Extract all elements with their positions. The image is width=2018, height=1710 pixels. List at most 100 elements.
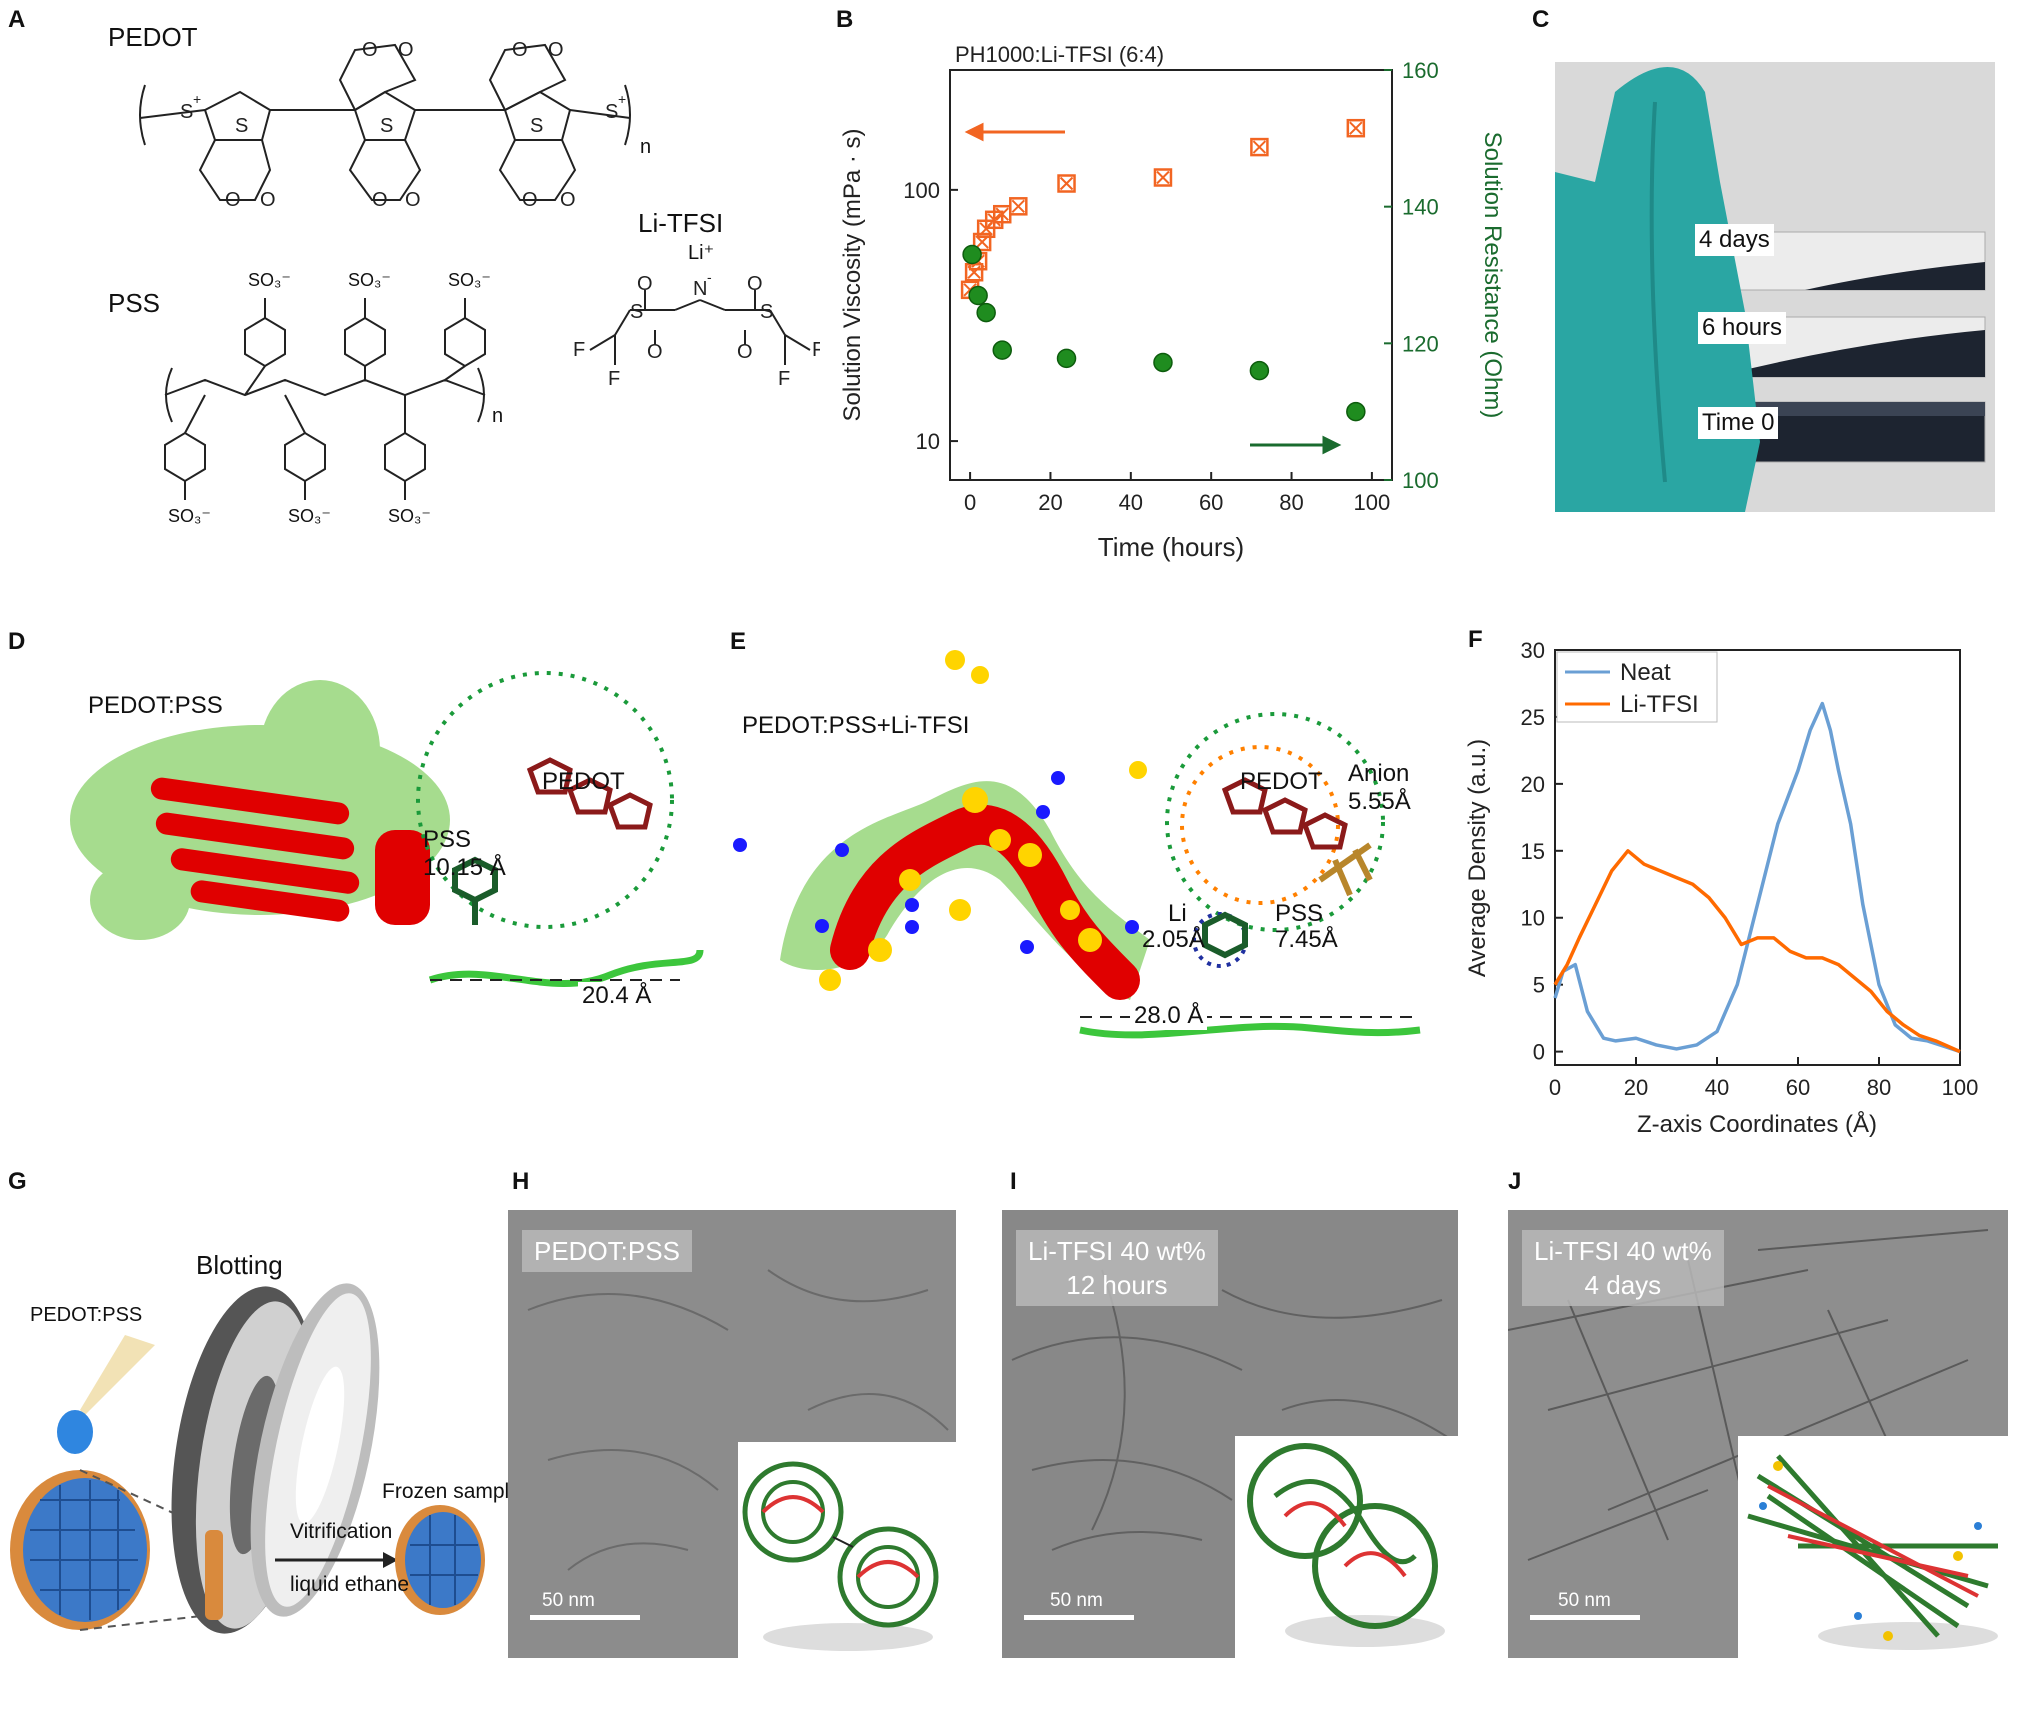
pedot-label: PEDOT <box>108 22 198 52</box>
x-tick-label: 40 <box>1119 490 1143 515</box>
panel-label-b: B <box>836 6 854 33</box>
plot-frame <box>1554 649 1961 1066</box>
frozen-sample-label: Frozen sample <box>382 1480 521 1503</box>
resistance-point <box>1346 401 1366 422</box>
x-tick-label: 80 <box>1867 1075 1891 1100</box>
svg-text:O: O <box>548 39 564 61</box>
right-axis-arrow <box>1250 435 1342 455</box>
x-tick-label: 40 <box>1705 1075 1729 1100</box>
series-line-neat <box>1553 701 1961 1054</box>
x-tick-label: 60 <box>1199 490 1223 515</box>
x-tick-label: 100 <box>1354 490 1391 515</box>
legend-box <box>1556 651 1718 723</box>
chain-length-curve <box>428 949 704 988</box>
chain-length-curve-e <box>1079 1022 1421 1039</box>
inset-i-drawing <box>1247 1443 1445 1647</box>
y-right-tick-label: 120 <box>1402 331 1439 356</box>
svg-text:O: O <box>737 341 753 363</box>
viscosity-point <box>1346 118 1366 138</box>
svg-text:O: O <box>747 273 763 295</box>
panel-e-pss-distance: 7.45Å <box>1275 926 1338 953</box>
panel-e-li-distance: 2.05Å <box>1142 926 1205 953</box>
svg-text:O: O <box>225 189 241 211</box>
y-right-tick-label: 160 <box>1402 58 1439 83</box>
resistance-point <box>976 302 996 323</box>
x-axis-label: Time (hours) <box>1098 532 1244 562</box>
x-tick-label: 0 <box>964 490 976 515</box>
em-tag-i-line2: 12 hours <box>1066 1270 1168 1300</box>
y-axis-left-label: Solution Viscosity (mPa · s) <box>839 129 866 422</box>
y-axis-label: Average Density (a.u.) <box>1464 739 1491 977</box>
em-tag-h: PEDOT:PSS <box>522 1230 692 1272</box>
panel-d-pedot-label: PEDOT <box>542 768 625 795</box>
n-subscript-pss: n <box>492 405 504 427</box>
y-tick-label: 25 <box>1521 705 1545 730</box>
inset-h-drawing <box>742 1461 939 1651</box>
viscosity-point <box>1009 197 1028 216</box>
pedot-pss-md-snapshot <box>70 671 704 988</box>
cryo-em-image-j: Li-TFSI 40 wt% 4 days 50 nm <box>1508 1210 2008 1658</box>
liquid-ethane-label: liquid ethane <box>290 1573 410 1596</box>
vial-label-6-hours: 6 hours <box>1698 312 1787 344</box>
inset-h <box>738 1442 956 1658</box>
panel-label-e: E <box>730 628 747 655</box>
resistance-point <box>1056 348 1077 369</box>
viscosity-point <box>1057 174 1076 193</box>
vitrification-schematic <box>10 1283 485 1634</box>
series-line-li-tfsi <box>1553 849 1961 1054</box>
panel-e-anion-distance: 5.55Å <box>1348 788 1411 815</box>
y-tick-label: 30 <box>1521 638 1545 663</box>
so3-label-5: SO₃⁻ <box>288 506 331 526</box>
svg-text:S: S <box>180 101 193 123</box>
vitrification-label: Vitrification <box>290 1520 393 1543</box>
plot-frame <box>949 69 1393 481</box>
cryo-em-image-i: Li-TFSI 40 wt% 12 hours 50 nm <box>1002 1210 1458 1658</box>
svg-text:O: O <box>512 39 528 61</box>
panel-label-g: G <box>8 1168 27 1195</box>
li-plus-label: Li⁺ <box>688 242 715 264</box>
legend-litfsi: Li-TFSI <box>1620 691 1699 718</box>
panel-e-li-label: Li <box>1168 900 1187 927</box>
blotting-label: Blotting <box>196 1250 283 1280</box>
viscosity-resistance-chart: PH1000:Li-TFSI (6:4) Time (hours) Soluti… <box>839 42 1506 562</box>
vial-photo: 4 days 6 hours Time 0 <box>1555 62 1995 512</box>
vial-photo-drawing <box>1555 62 1995 512</box>
panel-label-h: H <box>512 1168 530 1195</box>
svg-text:F: F <box>778 368 790 390</box>
scale-label-j: 50 nm <box>1558 1590 1611 1611</box>
so3-label-3: SO₃⁻ <box>448 270 491 290</box>
inset-j-drawing <box>1747 1454 1998 1650</box>
x-tick-label: 0 <box>1549 1075 1561 1100</box>
x-tick-label: 20 <box>1038 490 1062 515</box>
resistance-point <box>968 285 988 306</box>
scale-bar-j <box>1530 1615 1640 1620</box>
viscosity-point <box>1153 168 1173 187</box>
panel-label-j: J <box>1508 1168 1522 1195</box>
panel-e-length: 28.0 Å <box>1130 1002 1208 1030</box>
em-tag-i-line1: Li-TFSI 40 wt% <box>1028 1236 1206 1266</box>
svg-text:S: S <box>605 101 618 123</box>
left-axis-arrow <box>964 122 1065 142</box>
x-tick-label: 20 <box>1624 1075 1648 1100</box>
y-axis-right-label: Solution Resistance (Ohm) <box>1479 132 1506 419</box>
resistance-point <box>962 244 982 265</box>
svg-text:S: S <box>630 301 643 323</box>
chart-title: PH1000:Li-TFSI (6:4) <box>955 42 1164 67</box>
svg-text:S: S <box>380 115 393 137</box>
y-right-tick-label: 140 <box>1402 195 1439 220</box>
svg-text:N: N <box>693 278 707 300</box>
pss-label: PSS <box>108 288 161 318</box>
panel-e-pedot-label: PEDOT <box>1240 768 1323 795</box>
svg-text:F: F <box>812 339 820 361</box>
svg-text:+: + <box>618 91 626 107</box>
so3-label-4: SO₃⁻ <box>168 506 211 526</box>
svg-text:O: O <box>522 189 538 211</box>
y-tick-label: 5 <box>1533 973 1545 998</box>
so3-label-1: SO₃⁻ <box>248 270 291 290</box>
svg-text:S: S <box>760 301 773 323</box>
cryo-em-image-h: PEDOT:PSS 50 nm <box>508 1210 956 1658</box>
em-tag-i: Li-TFSI 40 wt% 12 hours <box>1016 1230 1218 1306</box>
em-tag-j-line1: Li-TFSI 40 wt% <box>1534 1236 1712 1266</box>
panel-e-title: PEDOT:PSS+Li-TFSI <box>742 712 970 739</box>
panel-label-a: A <box>8 6 26 33</box>
